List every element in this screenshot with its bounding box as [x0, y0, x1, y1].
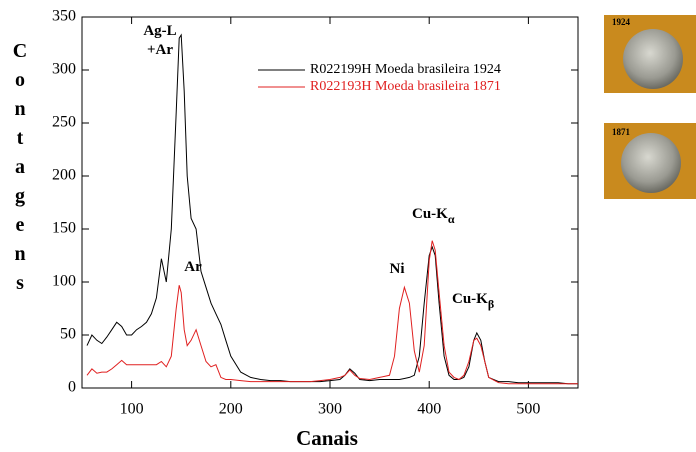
photo: 1871 [604, 123, 696, 199]
annotation-text: Cu-K [452, 291, 488, 307]
coin [621, 133, 681, 193]
legend-label: R022193H Moeda brasileira 1871 [310, 79, 501, 94]
data-line [86, 240, 578, 385]
photo-label: 1871 [612, 127, 631, 137]
y-tick-label: 100 [52, 273, 76, 290]
annotation-text: Ag-L [143, 23, 176, 39]
annotation-text: +Ar [147, 42, 173, 58]
y-tick-label: 0 [68, 379, 76, 396]
annotation: Ag-L [143, 23, 176, 39]
annotation-text: Ar [184, 259, 202, 275]
annotation-subscript: α [448, 212, 455, 226]
photo: 1924 [604, 15, 696, 93]
coin [623, 29, 683, 89]
y-axis-label: Contagens [9, 40, 31, 301]
x-tick-label: 100 [120, 401, 144, 418]
y-tick-label: 300 [52, 61, 76, 78]
annotation-text: Cu-K [412, 206, 448, 222]
annotation: Ar [184, 259, 202, 275]
x-tick-label: 300 [318, 401, 342, 418]
y-tick-label: 350 [52, 8, 76, 25]
x-tick-label: 500 [516, 401, 540, 418]
annotation-subscript: β [488, 297, 494, 311]
annotation: Ni [390, 261, 405, 277]
annotation: +Ar [147, 42, 173, 58]
photo-label: 1924 [612, 17, 631, 27]
x-tick-label: 200 [219, 401, 243, 418]
annotation: Cu-Kα [412, 206, 455, 225]
legend-label: R022199H Moeda brasileira 1924 [310, 62, 501, 77]
x-axis-label: Canais [296, 426, 358, 450]
y-tick-label: 200 [52, 167, 76, 184]
y-tick-label: 50 [60, 326, 76, 343]
annotation: Cu-Kβ [452, 291, 494, 310]
annotation-text: Ni [390, 261, 405, 277]
y-tick-label: 150 [52, 220, 76, 237]
x-tick-label: 400 [417, 401, 441, 418]
y-tick-label: 250 [52, 114, 76, 131]
